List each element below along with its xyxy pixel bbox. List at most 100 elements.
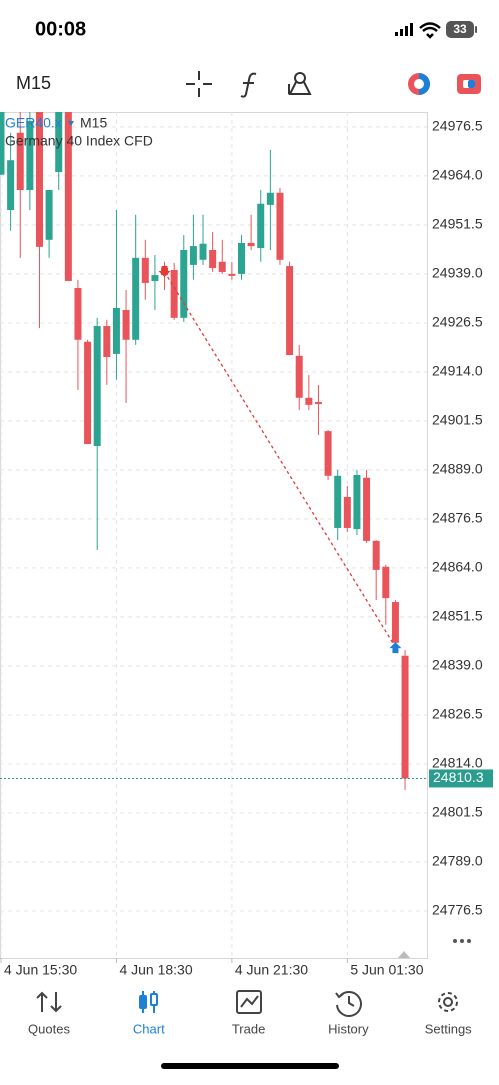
symbol-description: Germany 40 Index CFD: [5, 133, 153, 149]
candle-body: [238, 242, 245, 274]
tab-label[interactable]: Chart: [133, 1021, 165, 1036]
battery-tip: [475, 26, 477, 33]
candle-body: [180, 249, 188, 318]
y-tick-label: 24914.0: [432, 363, 483, 379]
symbol-name[interactable]: GER40.x: [5, 115, 62, 131]
candle-body: [170, 269, 178, 318]
candle-body: [74, 288, 82, 340]
candle-body: [324, 431, 332, 476]
x-tick-label: 4 Jun 15:30: [4, 962, 77, 978]
candle-body: [122, 309, 130, 340]
crosshair-button[interactable]: [186, 71, 212, 97]
tab-label[interactable]: Trade: [232, 1021, 265, 1036]
battery-icon: [446, 21, 474, 38]
candle-body: [228, 273, 236, 276]
candle-body: [305, 397, 313, 405]
candle-body: [7, 160, 15, 211]
scroll-marker: [398, 951, 410, 958]
candle-body: [257, 203, 265, 249]
candle-body: [372, 540, 380, 570]
y-tick-label: 24864.0: [432, 559, 483, 575]
y-tick-label: 24889.0: [432, 461, 483, 477]
signal-icon: [395, 23, 413, 36]
candle-body: [199, 243, 207, 260]
y-tick-label: 24939.0: [432, 265, 483, 281]
tab-bar: Quotes Chart Trade History Settings: [28, 1021, 472, 1036]
candle-body: [276, 192, 284, 260]
candle-body: [189, 246, 197, 265]
chart-icon: [139, 991, 158, 1013]
trade-account-button[interactable]: [408, 73, 430, 95]
tab-label[interactable]: History: [328, 1021, 369, 1036]
trade-line: [163, 271, 396, 648]
candle-body: [247, 242, 255, 247]
y-tick-label: 24839.0: [432, 657, 483, 673]
objects-button[interactable]: [288, 72, 312, 95]
candle-body: [26, 121, 34, 191]
indicators-button[interactable]: [240, 72, 257, 98]
last-price-box: [429, 769, 493, 788]
candle-body: [266, 192, 274, 205]
home-indicator: [161, 1063, 339, 1069]
tab-label[interactable]: Quotes: [28, 1021, 70, 1036]
history-icon: [335, 991, 362, 1017]
candle-body: [343, 496, 351, 528]
y-tick-label: 24901.5: [432, 412, 483, 428]
y-tick-label: 24876.5: [432, 510, 483, 526]
y-tick-label: 24951.5: [432, 216, 483, 232]
candle-body: [353, 475, 361, 530]
candle-body: [132, 257, 140, 340]
candle-body: [35, 112, 43, 247]
more-button[interactable]: [453, 939, 471, 943]
candle-body: [55, 112, 63, 172]
candle-body: [382, 566, 390, 599]
quick-trade-button[interactable]: [457, 74, 481, 94]
candle-body: [0, 112, 5, 175]
chart-frame: [0, 112, 428, 959]
candle-body: [93, 326, 101, 447]
tab-label[interactable]: Settings: [425, 1021, 472, 1036]
symbol-dropdown-icon[interactable]: [68, 121, 74, 126]
wifi-icon: [419, 22, 441, 39]
candle-body: [151, 275, 159, 281]
y-tick-label: 24789.0: [432, 853, 483, 869]
y-tick-label: 24964.0: [432, 167, 483, 183]
candle-body: [401, 655, 409, 779]
trade-icon: [236, 990, 262, 1014]
y-tick-label: 24801.5: [432, 804, 483, 820]
candle-body: [314, 402, 322, 405]
status-time: 00:08: [35, 18, 86, 40]
chart-timeframe: M15: [80, 115, 107, 131]
x-tick-label: 5 Jun 01:30: [350, 962, 423, 978]
buy-arrow: [389, 642, 402, 654]
candle-body: [209, 249, 217, 269]
candle-body: [84, 341, 92, 445]
candle-body: [16, 132, 24, 191]
candle-body: [141, 257, 149, 283]
candle-body: [45, 190, 53, 240]
y-tick-label: 24826.5: [432, 706, 483, 722]
settings-icon: [438, 992, 458, 1012]
x-tick-label: 4 Jun 18:30: [119, 962, 192, 978]
candle-body: [64, 112, 72, 281]
y-tick-label: 24814.0: [432, 755, 483, 771]
y-tick-label: 24776.5: [432, 902, 483, 918]
candle-body: [334, 475, 342, 528]
candle-body: [286, 266, 294, 356]
timeframe-button[interactable]: M15: [16, 73, 51, 93]
last-price-label: 24810.3: [433, 769, 484, 785]
candle-body: [391, 602, 399, 643]
candle-body: [103, 326, 111, 358]
y-tick-label: 24926.5: [432, 314, 483, 330]
candle-body: [295, 355, 303, 398]
candle-body: [112, 308, 120, 354]
battery-level: 33: [453, 22, 467, 36]
candle-body: [218, 261, 226, 272]
y-tick-label: 24976.5: [432, 118, 483, 134]
candle-body: [363, 477, 371, 541]
x-tick-label: 4 Jun 21:30: [235, 962, 308, 978]
quotes-icon: [36, 991, 62, 1013]
sell-arrow: [158, 265, 171, 277]
